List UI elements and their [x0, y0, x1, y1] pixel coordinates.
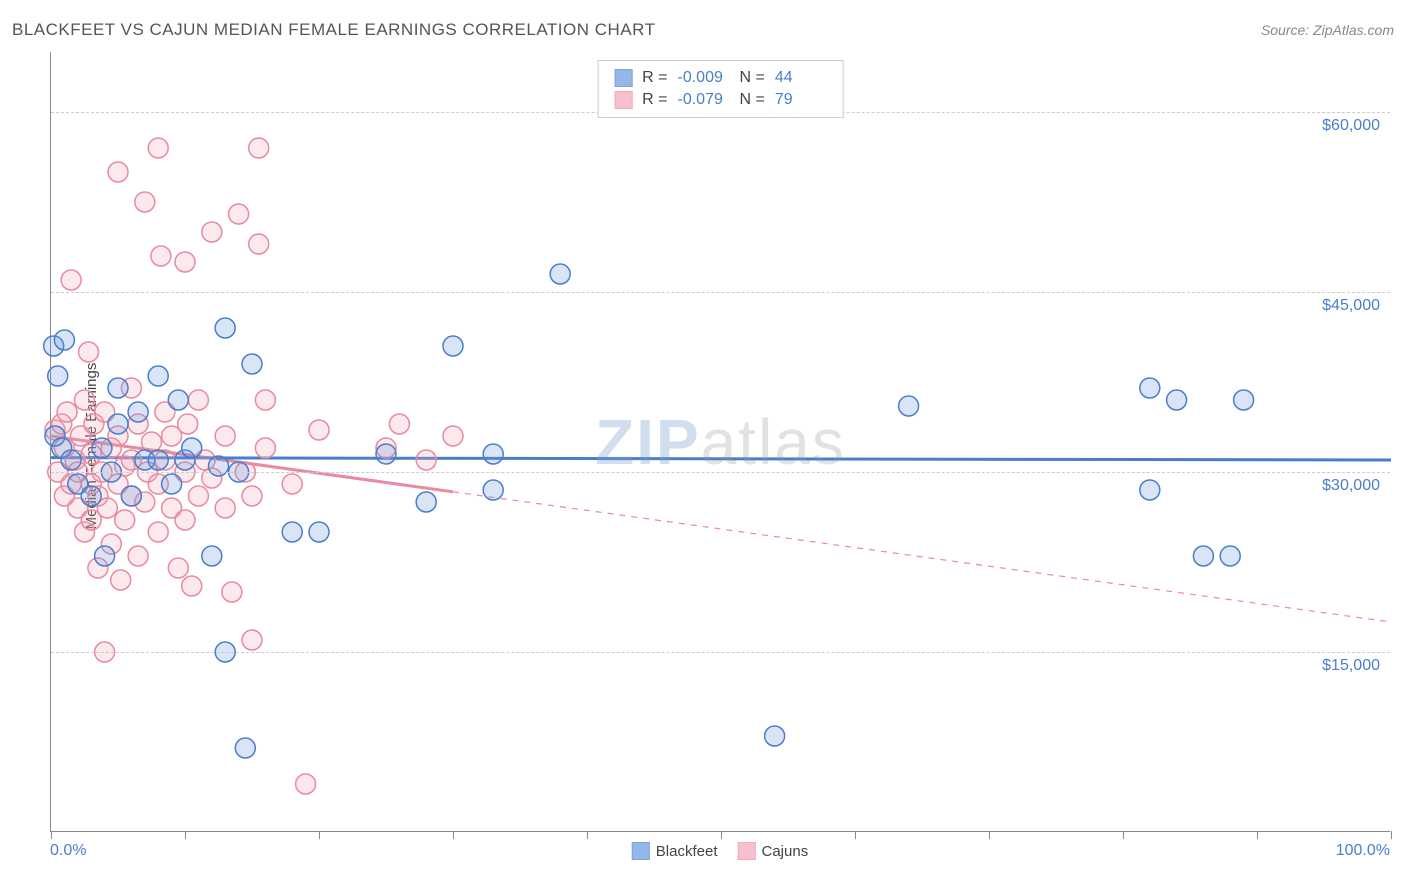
x-tick [989, 831, 990, 839]
n-value-cajuns: 79 [775, 91, 827, 109]
header: BLACKFEET VS CAJUN MEDIAN FEMALE EARNING… [12, 20, 1394, 40]
r-value-cajuns: -0.079 [678, 91, 730, 109]
x-tick [185, 831, 186, 839]
swatch-blackfeet-icon [632, 842, 650, 860]
r-value-blackfeet: -0.009 [678, 69, 730, 87]
x-tick [587, 831, 588, 839]
y-tick-label: $30,000 [1322, 477, 1380, 495]
legend-item-blackfeet: Blackfeet [632, 842, 718, 860]
x-tick [51, 831, 52, 839]
x-axis-end-label: 100.0% [1336, 842, 1390, 860]
stats-row-cajuns: R = -0.079 N = 79 [614, 89, 827, 111]
x-tick [721, 831, 722, 839]
gridline [51, 292, 1390, 293]
source-attribution: Source: ZipAtlas.com [1261, 22, 1394, 38]
correlation-stats-box: R = -0.009 N = 44 R = -0.079 N = 79 [597, 60, 844, 118]
x-tick [453, 831, 454, 839]
legend-item-cajuns: Cajuns [738, 842, 809, 860]
x-axis-labels: 0.0% Blackfeet Cajuns 100.0% [50, 842, 1390, 872]
x-axis-start-label: 0.0% [50, 842, 86, 860]
swatch-cajuns-icon [738, 842, 756, 860]
x-tick [1391, 831, 1392, 839]
stats-row-blackfeet: R = -0.009 N = 44 [614, 67, 827, 89]
chart-plot-area: R = -0.009 N = 44 R = -0.079 N = 79 ZIPa… [50, 52, 1390, 832]
legend-bottom: Blackfeet Cajuns [632, 842, 808, 860]
chart-title: BLACKFEET VS CAJUN MEDIAN FEMALE EARNING… [12, 20, 656, 40]
y-tick-label: $45,000 [1322, 297, 1380, 315]
x-tick [1123, 831, 1124, 839]
n-value-blackfeet: 44 [775, 69, 827, 87]
y-tick-label: $15,000 [1322, 657, 1380, 675]
scatter-plot-svg [51, 52, 1390, 831]
gridline [51, 652, 1390, 653]
swatch-blackfeet [614, 69, 632, 87]
x-tick [319, 831, 320, 839]
swatch-cajuns [614, 91, 632, 109]
x-tick [1257, 831, 1258, 839]
y-tick-label: $60,000 [1322, 117, 1380, 135]
x-tick [855, 831, 856, 839]
legend-label-cajuns: Cajuns [762, 843, 809, 860]
legend-label-blackfeet: Blackfeet [656, 843, 718, 860]
gridline [51, 472, 1390, 473]
